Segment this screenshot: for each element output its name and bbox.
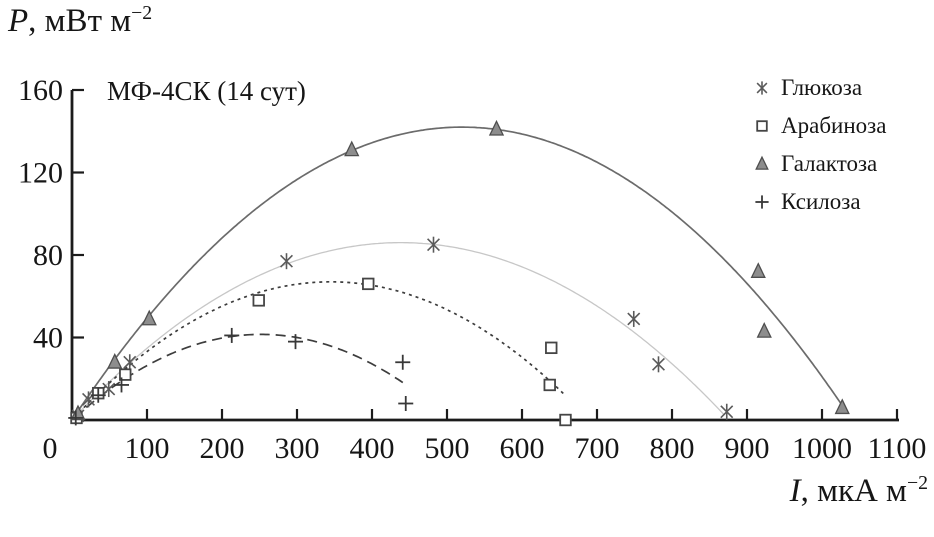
- triangle-up-marker-icon: [755, 155, 769, 170]
- star6-marker-icon: [756, 81, 768, 95]
- series-markers-galactose: [70, 119, 850, 421]
- plus-legend-icon: [755, 195, 769, 209]
- series-markers-arabinose: [70, 277, 572, 427]
- series-markers-glucose: [71, 236, 734, 424]
- plus-marker-icon: [755, 195, 769, 209]
- x-tick-label: 800: [650, 432, 695, 465]
- open-square-legend-icon: [756, 120, 768, 132]
- x-tick-label: 700: [575, 432, 620, 465]
- triangle-up-legend-icon: [755, 155, 769, 170]
- star6-legend-icon: [756, 81, 768, 95]
- plus-marker-icon: [288, 334, 303, 350]
- open-square-marker-icon: [559, 413, 572, 427]
- star6-marker-icon: [720, 403, 734, 420]
- legend-item-arabinose: Арабиноза: [751, 107, 886, 145]
- legend-label: Глюкоза: [781, 75, 863, 100]
- plus-marker-icon: [398, 396, 414, 411]
- star6-marker-icon: [123, 354, 137, 371]
- legend-item-galactose: Галактоза: [751, 145, 886, 183]
- triangle-up-marker-icon: [756, 322, 772, 338]
- legend-label: Ксилоза: [781, 189, 861, 214]
- x-axis-title: I, мкА м−2: [790, 472, 928, 510]
- open-square-marker-icon: [252, 294, 265, 307]
- y-axis-title: P, мВт м−2: [8, 2, 152, 40]
- y-axis-units: , мВт м: [28, 3, 132, 39]
- legend-label: Арабиноза: [781, 113, 887, 138]
- triangle-up-marker-icon: [834, 398, 850, 415]
- x-tick-label: 1000: [792, 432, 852, 465]
- x-tick-label: 400: [350, 432, 395, 465]
- y-axis-exponent: −2: [131, 2, 153, 24]
- x-tick-label: 600: [500, 432, 545, 465]
- y-tick-label: 40: [33, 322, 63, 355]
- star6-marker-icon: [427, 236, 440, 253]
- triangle-up-marker-icon: [141, 309, 157, 326]
- plus-marker-icon: [68, 410, 84, 426]
- open-square-marker-icon: [543, 378, 556, 392]
- curve-galactose: [73, 126, 845, 418]
- open-square-marker-icon: [362, 277, 375, 291]
- plus-marker-icon: [90, 387, 106, 403]
- plus-marker-icon: [114, 377, 129, 393]
- x-tick-label: 100: [125, 432, 170, 465]
- open-square-marker-icon: [756, 120, 768, 132]
- legend: Глюкоза Арабиноза Галактоза Ксилоза: [751, 69, 886, 221]
- x-tick-label: 900: [725, 432, 770, 465]
- star6-marker-icon: [627, 310, 641, 327]
- plot-annotation: МФ-4СК (14 сут): [107, 76, 306, 106]
- triangle-up-marker-icon: [344, 140, 360, 157]
- triangle-up-marker-icon: [107, 352, 123, 369]
- star6-marker-icon: [652, 356, 665, 373]
- x-tick-label: 200: [200, 432, 245, 465]
- triangle-up-marker-icon: [70, 404, 86, 421]
- curve-arabinose: [73, 280, 566, 419]
- y-tick-label: 160: [18, 74, 63, 107]
- x-axis-exponent: −2: [906, 472, 928, 494]
- open-square-marker-icon: [545, 341, 558, 355]
- plus-marker-icon: [224, 327, 240, 343]
- legend-label: Галактоза: [781, 151, 878, 176]
- x-axis-symbol: I: [789, 473, 801, 509]
- star6-marker-icon: [280, 253, 293, 270]
- y-tick-label: 120: [18, 157, 63, 190]
- star6-marker-icon: [102, 381, 116, 398]
- x-tick-label: 500: [425, 432, 470, 465]
- open-square-marker-icon: [119, 368, 132, 381]
- x-tick-label: 300: [275, 432, 320, 465]
- x-tick-label: 1100: [868, 432, 927, 465]
- curve-glucose: [73, 241, 725, 419]
- triangle-up-marker-icon: [750, 262, 766, 278]
- y-axis-symbol: P: [8, 3, 29, 39]
- y-tick-label: 80: [33, 239, 63, 272]
- x-tick-label: 0: [43, 432, 58, 465]
- legend-item-xylose: Ксилоза: [751, 183, 886, 221]
- x-axis-units: , мкА м: [800, 473, 907, 509]
- triangle-up-marker-icon: [488, 119, 505, 136]
- series-markers-xylose: [68, 327, 414, 426]
- plus-marker-icon: [395, 354, 411, 370]
- legend-item-glucose: Глюкоза: [751, 69, 886, 107]
